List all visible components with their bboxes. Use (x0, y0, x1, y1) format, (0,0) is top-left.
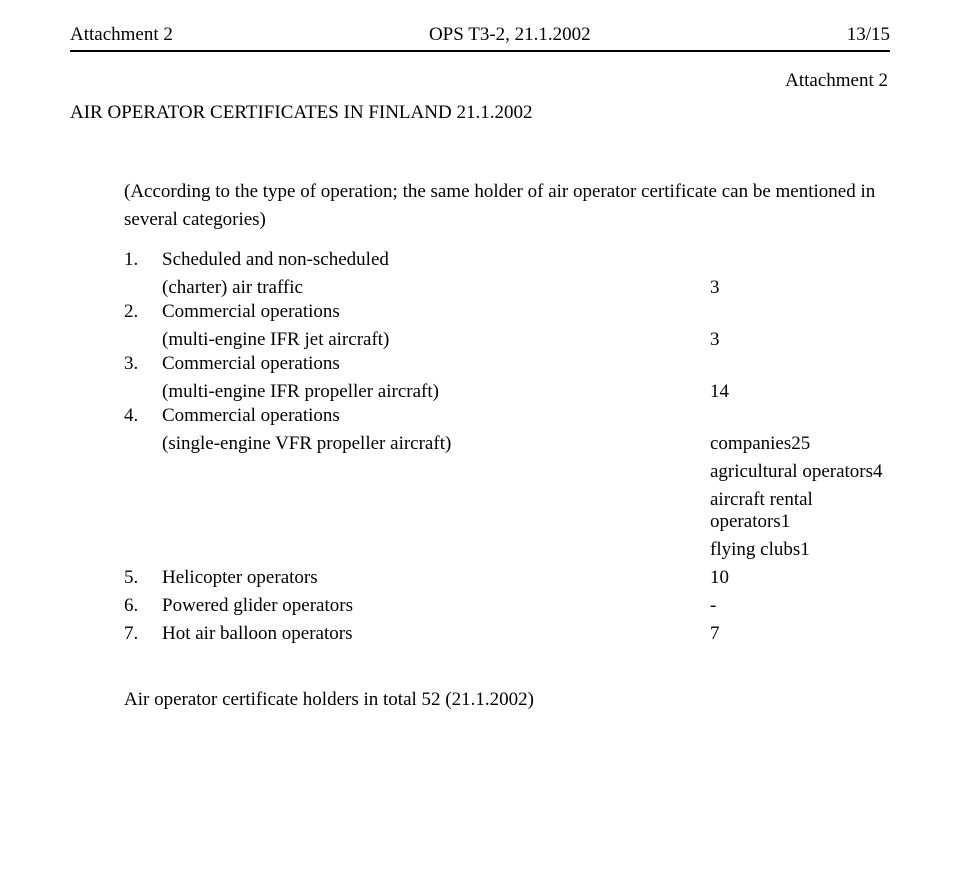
item-sublabel: (multi-engine IFR propeller aircraft) (162, 381, 690, 403)
item-value-block: companies25 agricultural operators4 airc… (690, 433, 890, 561)
item-line-2: (multi-engine IFR propeller aircraft) 14 (162, 381, 890, 403)
item-label: Scheduled and non-scheduled (162, 249, 890, 271)
item-line-2: (single-engine VFR propeller aircraft) c… (162, 433, 890, 561)
item-line-1: 2. Commercial operations (124, 301, 890, 323)
item-sublabel: (multi-engine IFR jet aircraft) (162, 329, 690, 351)
item-value: aircraft rental operators1 (710, 489, 890, 533)
item-value: flying clubs1 (710, 539, 890, 561)
list-item: 7. Hot air balloon operators 7 (124, 623, 890, 645)
item-value: 14 (690, 381, 890, 403)
item-label: Commercial operations (162, 301, 890, 323)
list-item: 5. Helicopter operators 10 (124, 567, 890, 589)
header-rule (70, 50, 890, 52)
item-label: Commercial operations (162, 405, 890, 427)
item-label: Powered glider operators (162, 595, 690, 617)
item-number: 4. (124, 405, 162, 427)
item-line-2: (charter) air traffic 3 (162, 277, 890, 299)
item-number: 7. (124, 623, 162, 645)
list-item: 3. Commercial operations (multi-engine I… (124, 353, 890, 403)
list-item: 1. Scheduled and non-scheduled (charter)… (124, 249, 890, 299)
page-title: AIR OPERATOR CERTIFICATES IN FINLAND 21.… (70, 102, 890, 124)
header-left: Attachment 2 (70, 24, 173, 46)
list-item: 2. Commercial operations (multi-engine I… (124, 301, 890, 351)
list: 1. Scheduled and non-scheduled (charter)… (124, 249, 890, 645)
item-value: - (690, 595, 890, 617)
header-right: 13/15 (847, 24, 890, 46)
item-value: 3 (690, 277, 890, 299)
item-number: 6. (124, 595, 162, 617)
item-number: 5. (124, 567, 162, 589)
item-sublabel: (charter) air traffic (162, 277, 690, 299)
item-value: 3 (690, 329, 890, 351)
item-number: 1. (124, 249, 162, 271)
item-label: Commercial operations (162, 353, 890, 375)
item-value: 7 (690, 623, 890, 645)
header-row: Attachment 2 OPS T3-2, 21.1.2002 13/15 (70, 24, 890, 49)
item-line-1: 3. Commercial operations (124, 353, 890, 375)
item-label: Helicopter operators (162, 567, 690, 589)
item-number: 3. (124, 353, 162, 375)
attachment-label: Attachment 2 (70, 70, 890, 92)
item-line-1: 1. Scheduled and non-scheduled (124, 249, 890, 271)
item-value: 10 (690, 567, 890, 589)
item-line-1: 4. Commercial operations (124, 405, 890, 427)
page: Attachment 2 OPS T3-2, 21.1.2002 13/15 A… (0, 0, 960, 711)
list-item: 6. Powered glider operators - (124, 595, 890, 617)
item-number: 2. (124, 301, 162, 323)
header-center: OPS T3-2, 21.1.2002 (429, 24, 591, 46)
total-line: Air operator certificate holders in tota… (124, 689, 890, 711)
item-label: Hot air balloon operators (162, 623, 690, 645)
item-sublabel: (single-engine VFR propeller aircraft) (162, 433, 690, 561)
item-value: agricultural operators4 (710, 461, 890, 483)
item-line-2: (multi-engine IFR jet aircraft) 3 (162, 329, 890, 351)
intro-text: (According to the type of operation; the… (124, 178, 890, 233)
list-item: 4. Commercial operations (single-engine … (124, 405, 890, 561)
item-value: companies25 (710, 433, 890, 455)
